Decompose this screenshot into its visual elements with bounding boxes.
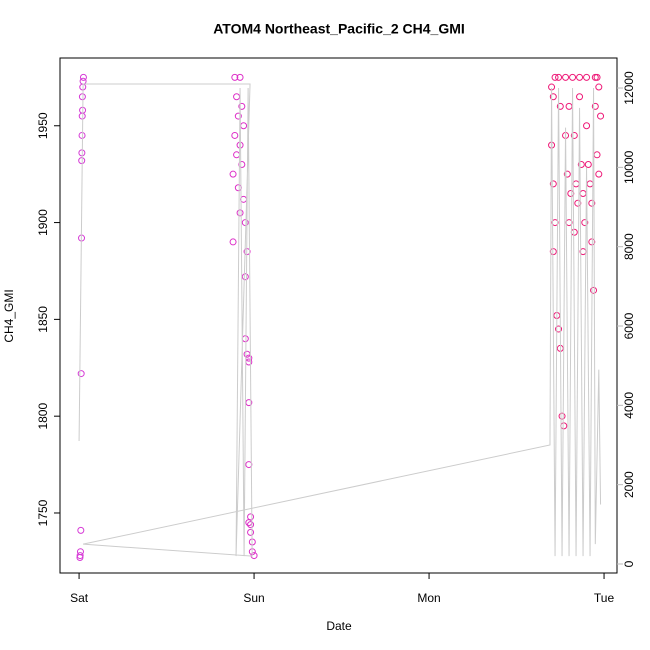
point	[577, 160, 585, 168]
y-tick-label: 1900	[36, 209, 50, 236]
point	[560, 422, 568, 430]
point	[576, 93, 584, 101]
y-tick-label: 1750	[36, 499, 50, 526]
chart-title: ATOM4 Northeast_Pacific_2 CH4_GMI	[213, 21, 465, 37]
point	[586, 180, 594, 188]
point	[238, 160, 246, 168]
point	[597, 112, 605, 120]
point	[590, 286, 598, 294]
point	[562, 73, 570, 81]
y-axis-label: CH4_GMI	[2, 289, 16, 342]
point	[574, 199, 582, 207]
point	[243, 350, 251, 358]
point	[549, 248, 557, 256]
point	[77, 370, 85, 378]
plot-frame	[59, 57, 618, 574]
point	[569, 73, 577, 81]
point	[584, 160, 592, 168]
point	[241, 219, 249, 227]
y2-tick-label: 0	[622, 560, 636, 567]
point	[593, 73, 601, 81]
point	[233, 151, 241, 159]
point	[583, 73, 591, 81]
point	[247, 521, 255, 529]
point	[76, 554, 84, 562]
y2-tick-label: 6000	[622, 312, 636, 339]
point	[77, 526, 85, 534]
point	[78, 93, 86, 101]
point	[79, 77, 87, 85]
point	[565, 102, 573, 110]
point	[231, 73, 239, 81]
point	[588, 199, 596, 207]
point	[572, 180, 580, 188]
point	[247, 528, 255, 536]
point	[233, 93, 241, 101]
y2-tick-label: 4000	[622, 392, 636, 419]
point	[591, 102, 599, 110]
point	[555, 325, 563, 333]
x-tick-label: Tue	[594, 591, 615, 605]
point	[234, 112, 242, 120]
y2-tick-label: 12000	[622, 71, 636, 105]
point	[593, 151, 601, 159]
x-axis-label: Date	[326, 619, 352, 633]
y-tick-label: 1800	[36, 403, 50, 430]
point	[549, 93, 557, 101]
point	[238, 102, 246, 110]
y2-tick-label: 8000	[622, 233, 636, 260]
point	[576, 73, 584, 81]
y2-tick-label: 2000	[622, 471, 636, 498]
line	[78, 83, 602, 557]
point	[583, 122, 591, 130]
point	[241, 335, 249, 343]
point	[581, 219, 589, 227]
y-tick-label: 1850	[36, 306, 50, 333]
point	[236, 209, 244, 217]
point	[229, 238, 237, 246]
point	[563, 170, 571, 178]
point	[570, 131, 578, 139]
y-tick-label: 1950	[36, 112, 50, 139]
point	[247, 513, 255, 521]
point	[551, 219, 559, 227]
point	[229, 170, 237, 178]
point	[240, 122, 248, 130]
x-tick-label: Sat	[70, 591, 89, 605]
point	[555, 73, 563, 81]
point	[231, 131, 239, 139]
point	[78, 157, 86, 165]
point	[236, 73, 244, 81]
point	[595, 83, 603, 91]
point	[570, 228, 578, 236]
point	[579, 190, 587, 198]
x-tick-label: Mon	[417, 591, 440, 605]
point	[79, 73, 87, 81]
point	[558, 412, 566, 420]
y2-tick-label: 10000	[622, 150, 636, 184]
x-tick-label: Sun	[243, 591, 264, 605]
point	[551, 73, 559, 81]
point	[588, 238, 596, 246]
point	[556, 102, 564, 110]
point	[549, 180, 557, 188]
point	[595, 170, 603, 178]
point	[241, 273, 249, 281]
